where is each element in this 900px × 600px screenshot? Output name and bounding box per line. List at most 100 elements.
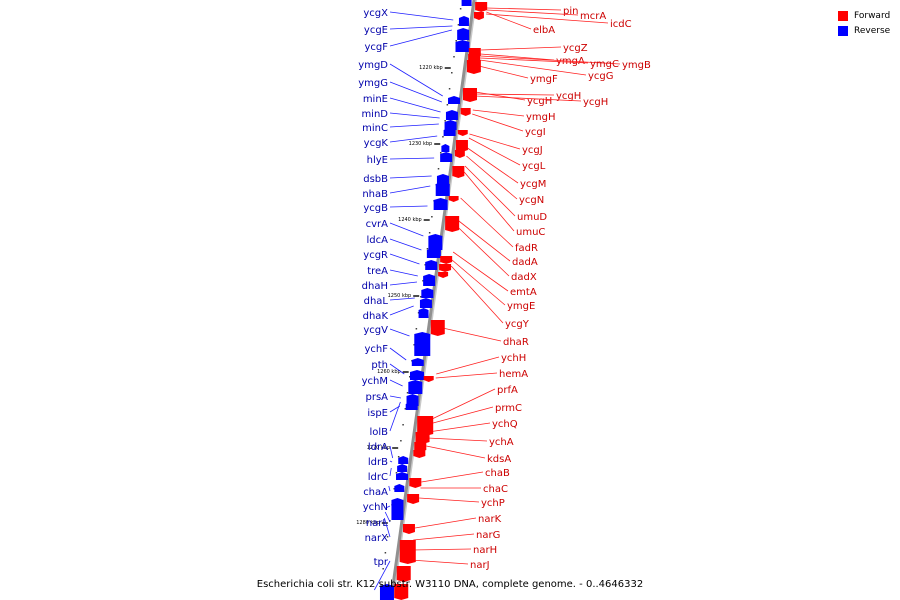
reverse-leader: [389, 123, 439, 128]
axis-dot: [400, 440, 402, 442]
reverse-gene-arrow: [428, 234, 443, 250]
forward-gene-arrow: [452, 166, 465, 178]
reverse-gene-arrow: [398, 456, 409, 464]
reverse-gene-arrow: [411, 358, 424, 366]
reverse-gene-arrow: [461, 0, 472, 6]
reverse-gene-arrow: [408, 380, 423, 394]
forward-gene-arrow: [394, 584, 409, 600]
forward-gene-label: ycgH: [527, 96, 552, 107]
forward-leader: [474, 95, 582, 102]
reverse-gene-label: dhaL: [364, 296, 389, 307]
reverse-gene-arrow: [441, 144, 450, 152]
forward-gene-label: emtA: [510, 287, 537, 298]
reverse-gene-label: tpr: [374, 557, 389, 568]
forward-leader: [479, 59, 587, 76]
reverse-gene-arrow: [423, 274, 436, 286]
axis-dot: [397, 456, 400, 458]
reverse-gene-label: ycgB: [363, 203, 388, 214]
axis-dot: [404, 408, 407, 410]
forward-gene-label: prfA: [497, 385, 518, 396]
axis-dot: [420, 296, 422, 298]
forward-gene-arrow: [466, 60, 481, 74]
axis-dot: [428, 232, 431, 234]
reverse-leader: [389, 222, 424, 237]
forward-leader: [467, 147, 519, 184]
axis-dot: [448, 88, 451, 90]
forward-gene-arrow: [448, 196, 459, 202]
axis-dot: [444, 120, 446, 122]
axis-dot: [406, 392, 409, 394]
forward-gene-label: ycgI: [525, 127, 546, 138]
forward-leader: [436, 356, 500, 375]
reverse-leader: [389, 305, 414, 316]
forward-gene-arrow: [475, 2, 488, 12]
forward-gene-label: dadA: [512, 257, 538, 268]
forward-gene-arrow: [457, 130, 468, 136]
forward-gene-label: ycgZ: [563, 43, 588, 54]
forward-gene-label: elbA: [533, 25, 555, 36]
forward-gene-label: ycgG: [588, 71, 614, 82]
tick-label: 1240 kbp: [398, 217, 422, 223]
reverse-gene-arrow: [409, 370, 424, 380]
reverse-gene-label: ychF: [364, 344, 388, 355]
forward-gene-label: dadX: [511, 272, 537, 283]
reverse-leader: [389, 205, 428, 208]
reverse-gene-label: ycgF: [364, 42, 388, 53]
forward-gene-arrow: [414, 442, 427, 452]
axis-dot: [457, 24, 460, 26]
forward-gene-label: kdsA: [487, 454, 511, 465]
reverse-gene-label: cvrA: [366, 219, 389, 230]
forward-leader: [429, 406, 494, 425]
forward-gene-arrow: [430, 320, 445, 336]
forward-gene-label: umuD: [517, 212, 547, 223]
reverse-gene-arrow: [391, 498, 404, 520]
forward-gene-arrow: [417, 416, 434, 436]
axis-dot: [384, 552, 387, 554]
forward-gene-label: pin: [563, 6, 578, 17]
forward-gene-label: chaC: [483, 484, 508, 495]
reverse-leader: [389, 253, 420, 265]
axis-dot: [442, 136, 444, 138]
reverse-leader: [389, 175, 432, 179]
reverse-swatch: [838, 25, 848, 36]
forward-gene-label: icdC: [610, 19, 632, 30]
forward-gene-label: ymgB: [622, 60, 651, 71]
forward-gene-arrow: [396, 566, 411, 582]
forward-leader: [456, 225, 510, 277]
forward-leader: [481, 46, 562, 51]
reverse-leader: [389, 269, 418, 277]
tick-label: 1230 kbp: [409, 141, 433, 147]
reverse-gene-arrow: [444, 120, 457, 130]
forward-gene-label: ycgN: [519, 195, 544, 206]
forward-gene-label: ymgE: [507, 301, 535, 312]
genome-caption: Escherichia coli str. K12 substr. W3110 …: [256, 579, 644, 590]
reverse-leader: [389, 29, 452, 47]
reverse-gene-label: ychN: [363, 502, 388, 513]
reverse-gene-label: narX: [365, 533, 389, 544]
reverse-gene-arrow: [458, 16, 469, 26]
reverse-gene-arrow: [425, 260, 438, 270]
forward-leader: [426, 445, 486, 459]
forward-gene-label: chaB: [485, 468, 510, 479]
forward-gene-label: ycgL: [522, 161, 546, 172]
reverse-label: Reverse: [854, 25, 891, 36]
reverse-leader: [389, 112, 440, 119]
tick-label: 1220 kbp: [419, 65, 443, 71]
reverse-gene-label: ymgD: [358, 60, 388, 71]
forward-gene-label: mcrA: [580, 11, 606, 22]
forward-leader: [479, 57, 589, 64]
forward-gene-label: narJ: [470, 560, 490, 571]
legend-reverse: Reverse: [838, 23, 890, 38]
forward-leader: [463, 171, 515, 232]
genome-axis: [389, 0, 476, 600]
forward-leader: [486, 7, 562, 11]
reverse-gene-label: minD: [361, 109, 388, 120]
forward-leader: [466, 155, 518, 200]
reverse-gene-arrow: [421, 288, 434, 298]
forward-leader: [464, 165, 516, 217]
reverse-gene-label: minC: [362, 123, 388, 134]
axis-dot: [395, 472, 398, 474]
forward-gene-arrow: [445, 216, 460, 232]
axis-dot: [426, 248, 429, 250]
forward-gene-arrow: [415, 432, 430, 444]
